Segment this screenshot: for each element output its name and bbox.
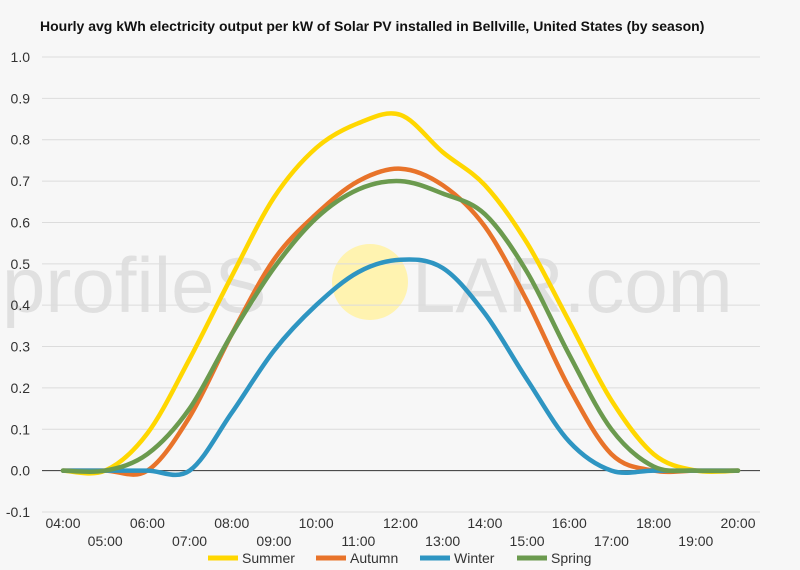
x-tick-label: 18:00 [636,515,671,531]
x-tick-label: 20:00 [720,515,755,531]
chart-title: Hourly avg kWh electricity output per kW… [40,18,705,34]
y-tick-label: 0.3 [11,339,31,355]
y-tick-label: 1.0 [11,49,31,65]
y-tick-label: 0.6 [11,214,31,230]
watermark-text-right: LAR.com [412,241,733,329]
legend-label-autumn: Autumn [350,550,398,566]
legend: Summer Autumn Winter Spring [208,550,591,566]
y-tick-label: 0.1 [11,421,31,437]
x-tick-label: 17:00 [594,533,629,549]
watermark: profileS LAR.com [2,241,733,329]
x-tick-label: 12:00 [383,515,418,531]
watermark-text-left: profileS [2,241,266,329]
y-tick-label: 0.4 [11,297,31,313]
x-tick-label: 05:00 [88,533,123,549]
series-line-winter [60,257,741,478]
x-tick-label: 14:00 [467,515,502,531]
series-line-spring [60,178,741,475]
x-tick-label: 04:00 [45,515,80,531]
x-tick-label: 08:00 [214,515,249,531]
x-axis: 04:00 05:00 06:00 07:00 08:00 09:00 10:00 11:00… [45,515,755,549]
x-tick-label: 07:00 [172,533,207,549]
x-tick-label: 09:00 [256,533,291,549]
series-line-summer [60,111,741,476]
x-tick-label: 16:00 [552,515,587,531]
legend-label-spring: Spring [551,550,591,566]
legend-label-winter: Winter [454,550,495,566]
y-tick-label: -0.1 [6,504,30,520]
y-tick-label: 0.7 [11,173,31,189]
y-tick-label: 0.0 [11,463,31,479]
series-line-autumn [60,166,741,477]
x-tick-label: 13:00 [425,533,460,549]
x-tick-label: 15:00 [510,533,545,549]
x-tick-label: 06:00 [130,515,165,531]
x-tick-label: 10:00 [299,515,334,531]
y-tick-label: 0.2 [11,380,31,396]
x-tick-label: 19:00 [678,533,713,549]
y-axis: -0.1 0.0 0.1 0.2 0.3 0.4 0.5 0.6 0.7 0.8 0.9 1.0 [6,49,30,520]
series-group [60,111,741,478]
legend-label-summer: Summer [242,550,295,566]
y-tick-label: 0.5 [11,256,31,272]
y-tick-label: 0.8 [11,132,31,148]
x-tick-label: 11:00 [341,533,375,549]
y-tick-label: 0.9 [11,90,31,106]
